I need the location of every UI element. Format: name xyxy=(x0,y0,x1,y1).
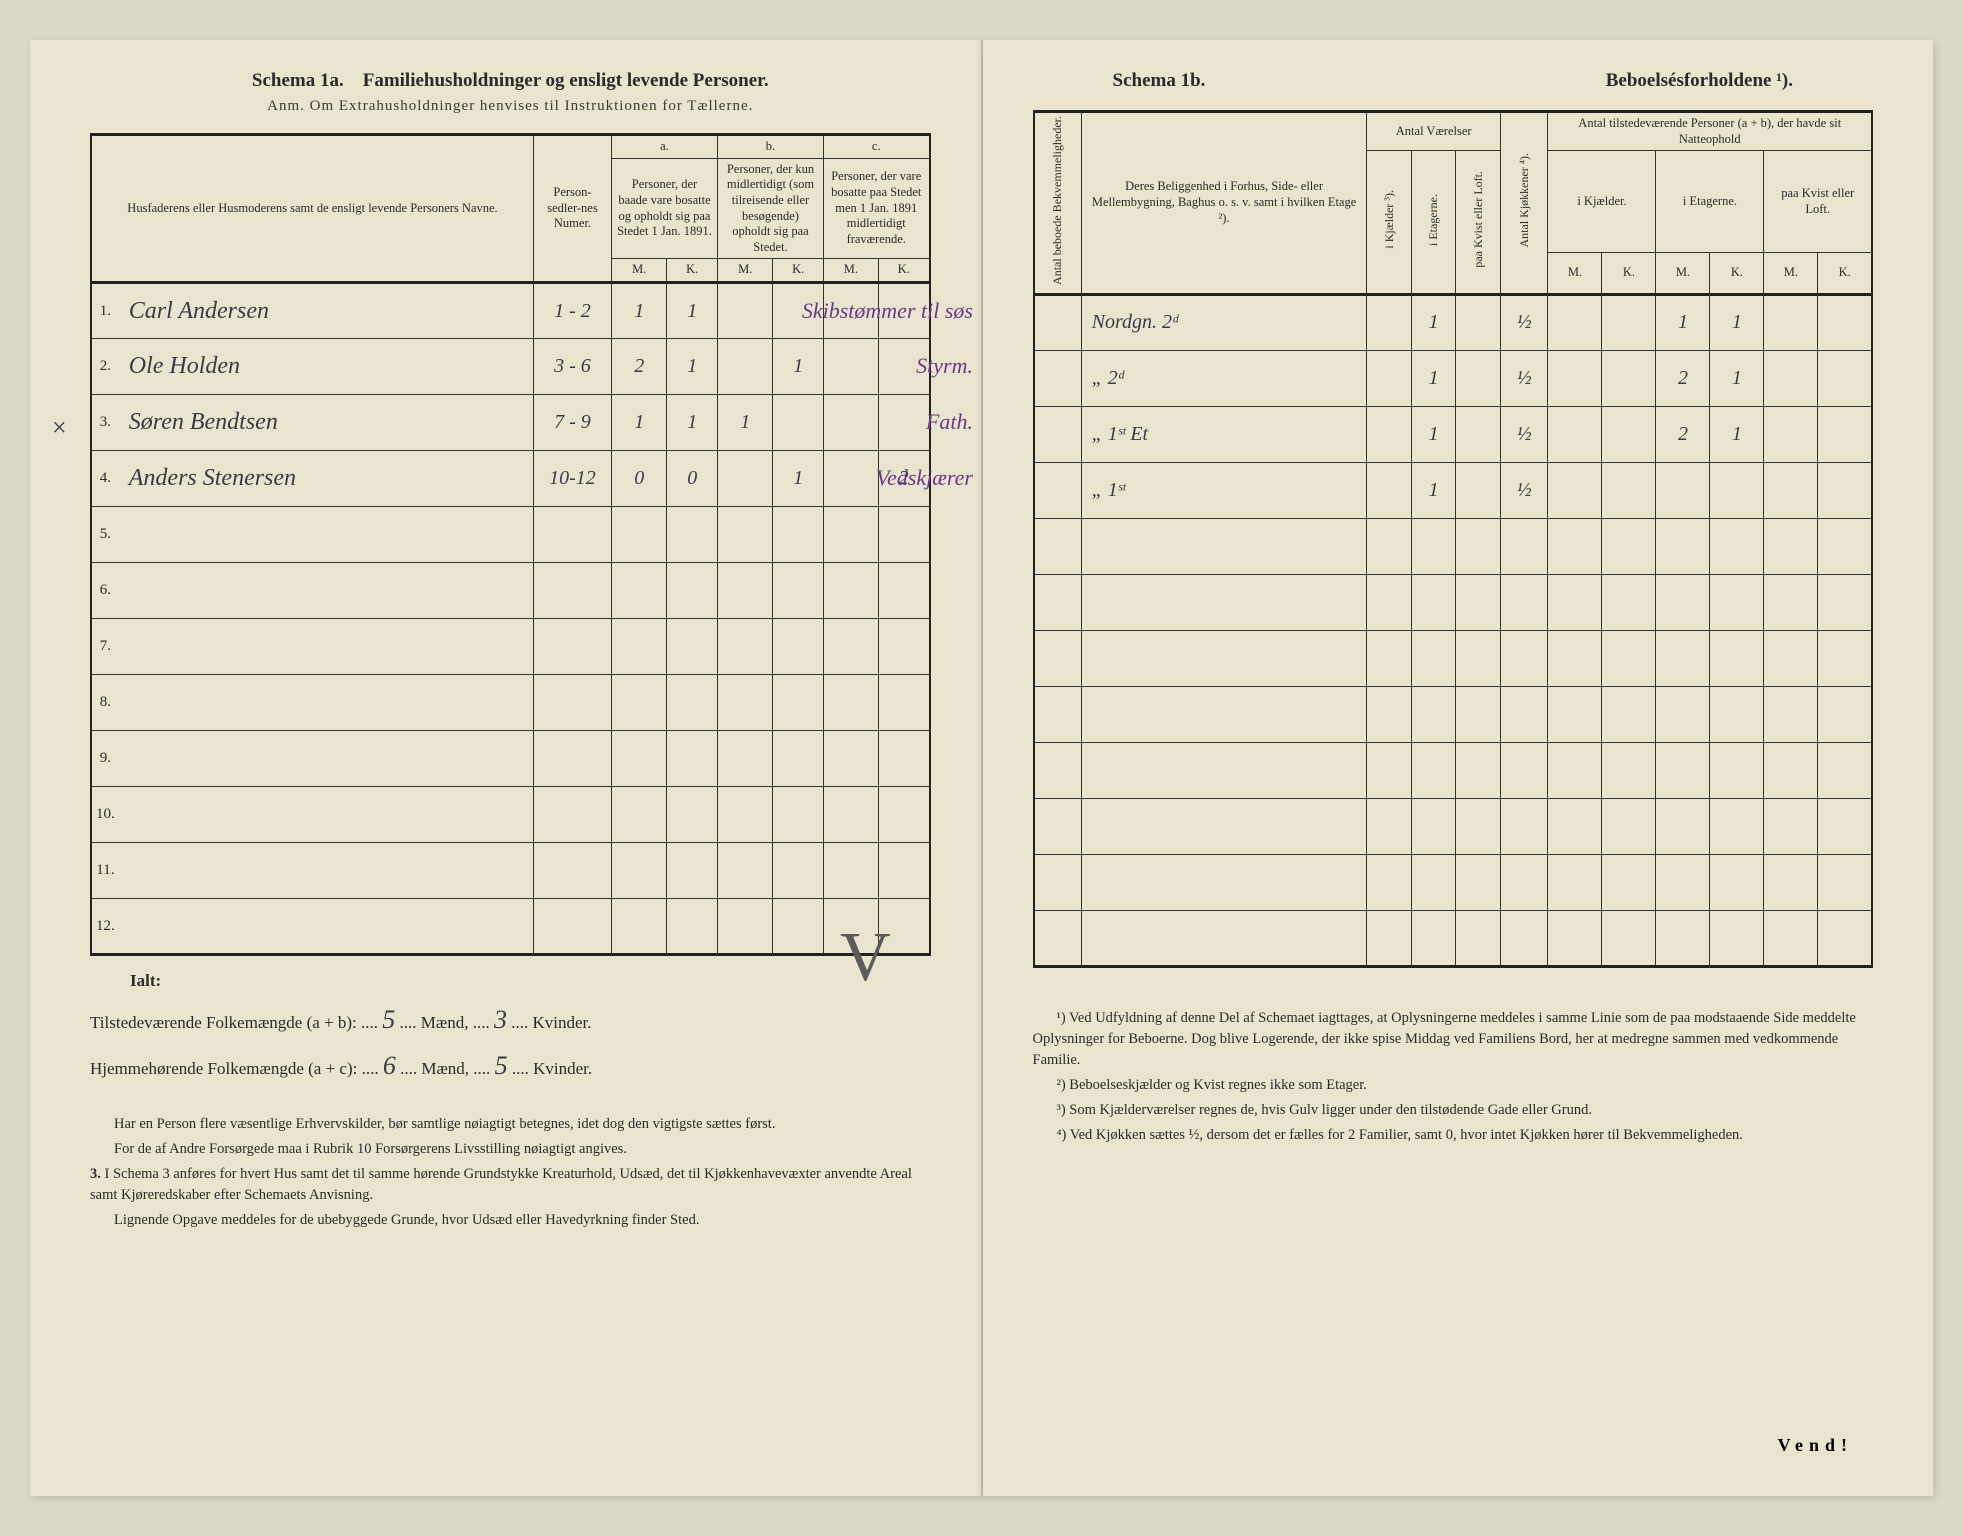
footnote-1: ¹) Ved Udfyldning af denne Del af Schema… xyxy=(1033,1008,1874,1071)
hdr-b-top: b. xyxy=(717,135,823,159)
table-row xyxy=(1034,686,1873,742)
note-p3: 3. I Schema 3 anføres for hvert Hus samt… xyxy=(90,1164,931,1206)
table-row xyxy=(1034,574,1873,630)
schema-1b-title: Beboelsésforholdene ¹). xyxy=(1606,70,1793,92)
schema-1a-title: Familiehusholdninger og ensligt levende … xyxy=(363,70,769,91)
table-row xyxy=(1034,910,1873,966)
hdr-cK: K. xyxy=(878,259,929,283)
hdr-b: Personer, der kun midlertidigt (som tilr… xyxy=(717,158,823,259)
hdr-c: Personer, der vare bosatte paa Stedet me… xyxy=(823,158,929,259)
schema-1b-table: Antal beboede Bekvemmeligheder. Deres Be… xyxy=(1033,110,1874,968)
left-subtitle: Anm. Om Extrahusholdninger henvises til … xyxy=(90,98,931,115)
right-page: Schema 1b. Beboelsésforholdene ¹). Antal… xyxy=(981,40,1934,1496)
right-footnotes: ¹) Ved Udfyldning af denne Del af Schema… xyxy=(1033,1008,1874,1146)
schema-1a-label: Schema 1a. xyxy=(252,70,344,91)
footnote-4: ⁴) Ved Kjøkken sættes ½, dersom det er f… xyxy=(1033,1125,1874,1146)
table-row: 8. xyxy=(91,675,930,731)
left-title: Schema 1a. Familiehusholdninger og ensli… xyxy=(90,70,931,92)
table-row: 12. xyxy=(91,899,930,955)
hdr-persnum: Person-sedler-nes Numer. xyxy=(533,135,611,283)
hdr-kvK: K. xyxy=(1818,252,1872,294)
table-row: 4.Anders StenersenVedskjærer10-120012 xyxy=(91,451,930,507)
margin-mark: × xyxy=(52,413,67,443)
hdr-aM: M. xyxy=(611,259,666,283)
note-p2: For de af Andre Forsørgede maa i Rubrik … xyxy=(90,1139,931,1160)
table-row: „ 2ᵈ1½21 xyxy=(1034,350,1873,406)
hdr-kvM: M. xyxy=(1764,252,1818,294)
table-row: 9. xyxy=(91,731,930,787)
table-row xyxy=(1034,630,1873,686)
left-notes: Har en Person flere væsentlige Erhvervsk… xyxy=(90,1114,931,1231)
document-spread: × Schema 1a. Familiehusholdninger og ens… xyxy=(30,40,1933,1496)
schema-1a-table: Husfaderens eller Husmoderens samt de en… xyxy=(90,133,931,956)
hdr-names: Husfaderens eller Husmoderens samt de en… xyxy=(91,135,533,283)
hdr-kvist: paa Kvist eller Loft. xyxy=(1471,171,1486,268)
hdr-kjM: M. xyxy=(1548,252,1602,294)
hdr-etag: i Etagerne. xyxy=(1426,194,1441,246)
table-row xyxy=(1034,854,1873,910)
hdr-tilstede: Antal tilstedeværende Personer (a + b), … xyxy=(1548,112,1872,151)
hdr-iEtag: i Etagerne. xyxy=(1656,151,1764,253)
hdr-iKjael: i Kjælder. xyxy=(1548,151,1656,253)
vend-label: Vend! xyxy=(1778,1435,1853,1456)
hdr-paaKvist: paa Kvist eller Loft. xyxy=(1764,151,1872,253)
hdr-a: Personer, der baade vare bosatte og opho… xyxy=(611,158,717,259)
table-row: 7. xyxy=(91,619,930,675)
table-row: 10. xyxy=(91,787,930,843)
table-row: 6. xyxy=(91,563,930,619)
hdr-bekv: Antal beboede Bekvemmeligheder. xyxy=(1050,116,1065,285)
table-row: Nordgn. 2ᵈ1½11 xyxy=(1034,294,1873,350)
hdr-vaerelser: Antal Værelser xyxy=(1367,112,1500,151)
table-row: 1.Carl AndersenSkibstømmer til søs1 - 21… xyxy=(91,283,930,339)
total-line-1: Tilstedeværende Folkemængde (a + b): ...… xyxy=(90,997,931,1044)
hdr-aK: K. xyxy=(667,259,718,283)
note-p1: Har en Person flere væsentlige Erhvervsk… xyxy=(90,1114,931,1135)
hdr-kjK: K. xyxy=(1602,252,1656,294)
ialt-label: Ialt: xyxy=(90,966,931,997)
table-row: 2.Ole HoldenStyrm.3 - 6211 xyxy=(91,339,930,395)
hdr-eK: K. xyxy=(1710,252,1764,294)
left-page: × Schema 1a. Familiehusholdninger og ens… xyxy=(30,40,981,1496)
hdr-bM: M. xyxy=(717,259,772,283)
table-row: „ 1ˢᵗ1½ xyxy=(1034,462,1873,518)
schema-1b-label: Schema 1b. xyxy=(1113,70,1206,92)
table-row xyxy=(1034,798,1873,854)
hdr-kjael: i Kjælder ³). xyxy=(1382,190,1397,249)
right-title-row: Schema 1b. Beboelsésforholdene ¹). xyxy=(1033,70,1874,92)
footnote-3: ³) Som Kjælderværelser regnes de, hvis G… xyxy=(1033,1100,1874,1121)
hdr-cM: M. xyxy=(823,259,878,283)
table-row xyxy=(1034,742,1873,798)
table-row: 3.Søren BendtsenFath.7 - 9111 xyxy=(91,395,930,451)
hdr-eM: M. xyxy=(1656,252,1710,294)
table-row: 11. xyxy=(91,843,930,899)
hdr-kjokk: Antal Kjøkkener ⁴). xyxy=(1517,153,1532,248)
table-row: „ 1ˢᵗ Et1½21 xyxy=(1034,406,1873,462)
hdr-a-top: a. xyxy=(611,135,717,159)
totals-block: Ialt: Tilstedeværende Folkemængde (a + b… xyxy=(90,966,931,1090)
table-row: 5. xyxy=(91,507,930,563)
footnote-2: ²) Beboelseskjælder og Kvist regnes ikke… xyxy=(1033,1075,1874,1096)
total-line-2: Hjemmehørende Folkemængde (a + c): .... … xyxy=(90,1043,931,1090)
hdr-bK: K. xyxy=(773,259,824,283)
check-mark: V xyxy=(840,918,891,998)
note-p4: Lignende Opgave meddeles for de ubebygge… xyxy=(90,1210,931,1231)
hdr-c-top: c. xyxy=(823,135,929,159)
table-row xyxy=(1034,518,1873,574)
hdr-belig: Deres Beliggenhed i Forhus, Side- eller … xyxy=(1081,112,1367,295)
